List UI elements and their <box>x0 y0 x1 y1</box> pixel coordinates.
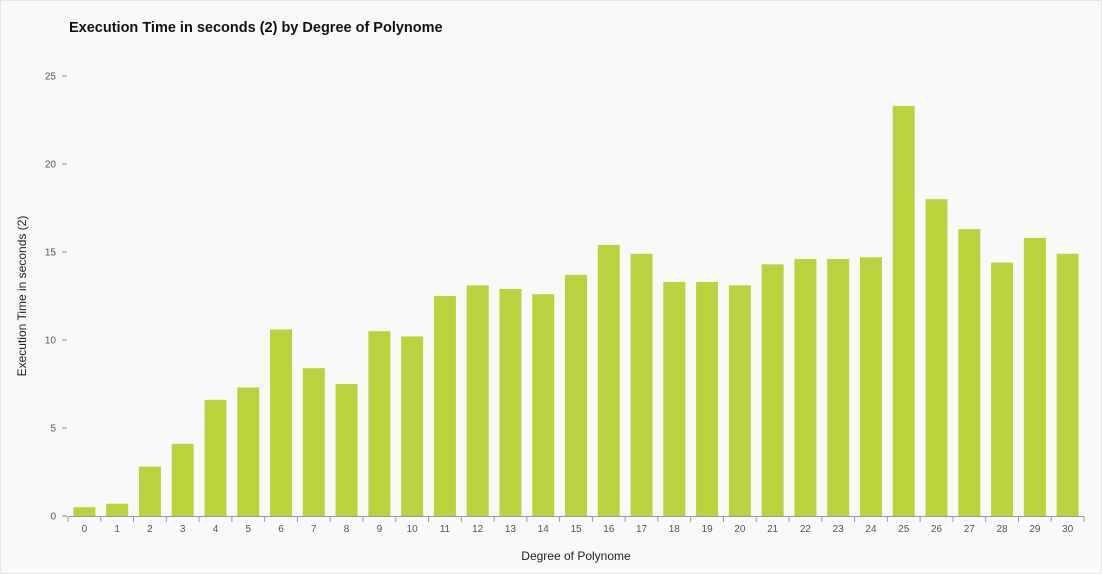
bar-29[interactable] <box>1023 237 1046 517</box>
bar-11[interactable] <box>433 296 456 516</box>
bar-2[interactable] <box>138 466 161 516</box>
x-tick-label: 5 <box>245 524 251 535</box>
y-axis: 0 5 10 15 20 25 <box>45 72 67 523</box>
x-tick-label: 29 <box>1029 524 1041 535</box>
x-tick-label: 22 <box>800 524 812 535</box>
bar-16[interactable] <box>597 244 620 516</box>
x-tick-label: 17 <box>636 524 648 535</box>
x-tick-label: 20 <box>734 524 746 535</box>
x-tick-label: 3 <box>180 524 186 535</box>
y-axis-title: Execution Time in seconds (2) <box>15 216 29 377</box>
x-tick-label: 9 <box>377 524 383 535</box>
bar-18[interactable] <box>663 281 686 516</box>
bar-30[interactable] <box>1056 253 1079 516</box>
bar-26[interactable] <box>925 199 948 516</box>
bar-20[interactable] <box>728 285 751 516</box>
bar-5[interactable] <box>237 387 260 516</box>
bar-17[interactable] <box>630 253 653 516</box>
x-tick-label: 21 <box>767 524 779 535</box>
bar-15[interactable] <box>565 274 587 516</box>
x-tick-label: 26 <box>931 524 943 535</box>
x-tick-label: 2 <box>147 524 153 535</box>
bar-1[interactable] <box>106 503 129 516</box>
y-tick-label: 15 <box>45 248 57 259</box>
bar-3[interactable] <box>171 443 194 516</box>
x-tick-label: 11 <box>440 524 451 535</box>
bar-23[interactable] <box>827 259 850 516</box>
bars <box>73 105 1079 517</box>
x-tick-label: 25 <box>898 524 910 535</box>
bar-13[interactable] <box>499 288 522 516</box>
x-tick-label: 30 <box>1062 524 1074 535</box>
bar-8[interactable] <box>335 384 358 516</box>
x-tick-label: 7 <box>311 524 317 535</box>
x-tick-label: 10 <box>407 524 419 535</box>
x-tick-label: 16 <box>603 524 615 535</box>
bar-25[interactable] <box>892 105 915 517</box>
x-axis: 0 1 2 3 4 5 6 7 8 9 10 11 12 13 14 15 16 17 18 19 20 21 22 23 24… <box>67 516 1085 535</box>
x-tick-label: 4 <box>213 524 219 535</box>
bar-6[interactable] <box>270 329 293 516</box>
bar-14[interactable] <box>532 294 555 516</box>
x-tick-label: 6 <box>278 524 284 535</box>
bar-21[interactable] <box>761 264 784 516</box>
bar-9[interactable] <box>368 331 391 516</box>
x-tick-label: 13 <box>505 524 517 535</box>
y-tick-label: 5 <box>50 424 56 435</box>
x-tick-label: 18 <box>669 524 681 535</box>
y-tick-label: 25 <box>45 72 57 83</box>
bar-7[interactable] <box>302 368 325 516</box>
x-tick-label: 14 <box>538 524 550 535</box>
x-tick-label: 24 <box>865 524 877 535</box>
x-tick-label: 12 <box>472 524 484 535</box>
x-tick-label: 1 <box>114 524 120 535</box>
y-tick-label: 20 <box>45 160 57 171</box>
bar-22[interactable] <box>794 259 817 516</box>
x-tick-label: 27 <box>964 524 976 535</box>
bar-10[interactable] <box>401 336 424 516</box>
y-tick-label: 10 <box>45 336 57 347</box>
bar-0[interactable] <box>73 507 96 516</box>
x-tick-label: 8 <box>344 524 350 535</box>
bar-4[interactable] <box>204 399 227 516</box>
bar-24[interactable] <box>859 257 882 516</box>
x-axis-title: Degree of Polynome <box>521 549 631 563</box>
y-tick-label: 0 <box>50 512 56 523</box>
x-tick-label: 19 <box>702 524 714 535</box>
x-tick-label: 23 <box>833 524 845 535</box>
bar-27[interactable] <box>958 229 981 516</box>
chart-title: Execution Time in seconds (2) by Degree … <box>69 20 443 36</box>
x-tick-label: 28 <box>997 524 1009 535</box>
bar-28[interactable] <box>991 262 1014 516</box>
x-tick-label: 0 <box>82 524 88 535</box>
x-tick-label: 15 <box>570 524 582 535</box>
bar-19[interactable] <box>696 281 719 516</box>
bar-12[interactable] <box>466 285 489 516</box>
